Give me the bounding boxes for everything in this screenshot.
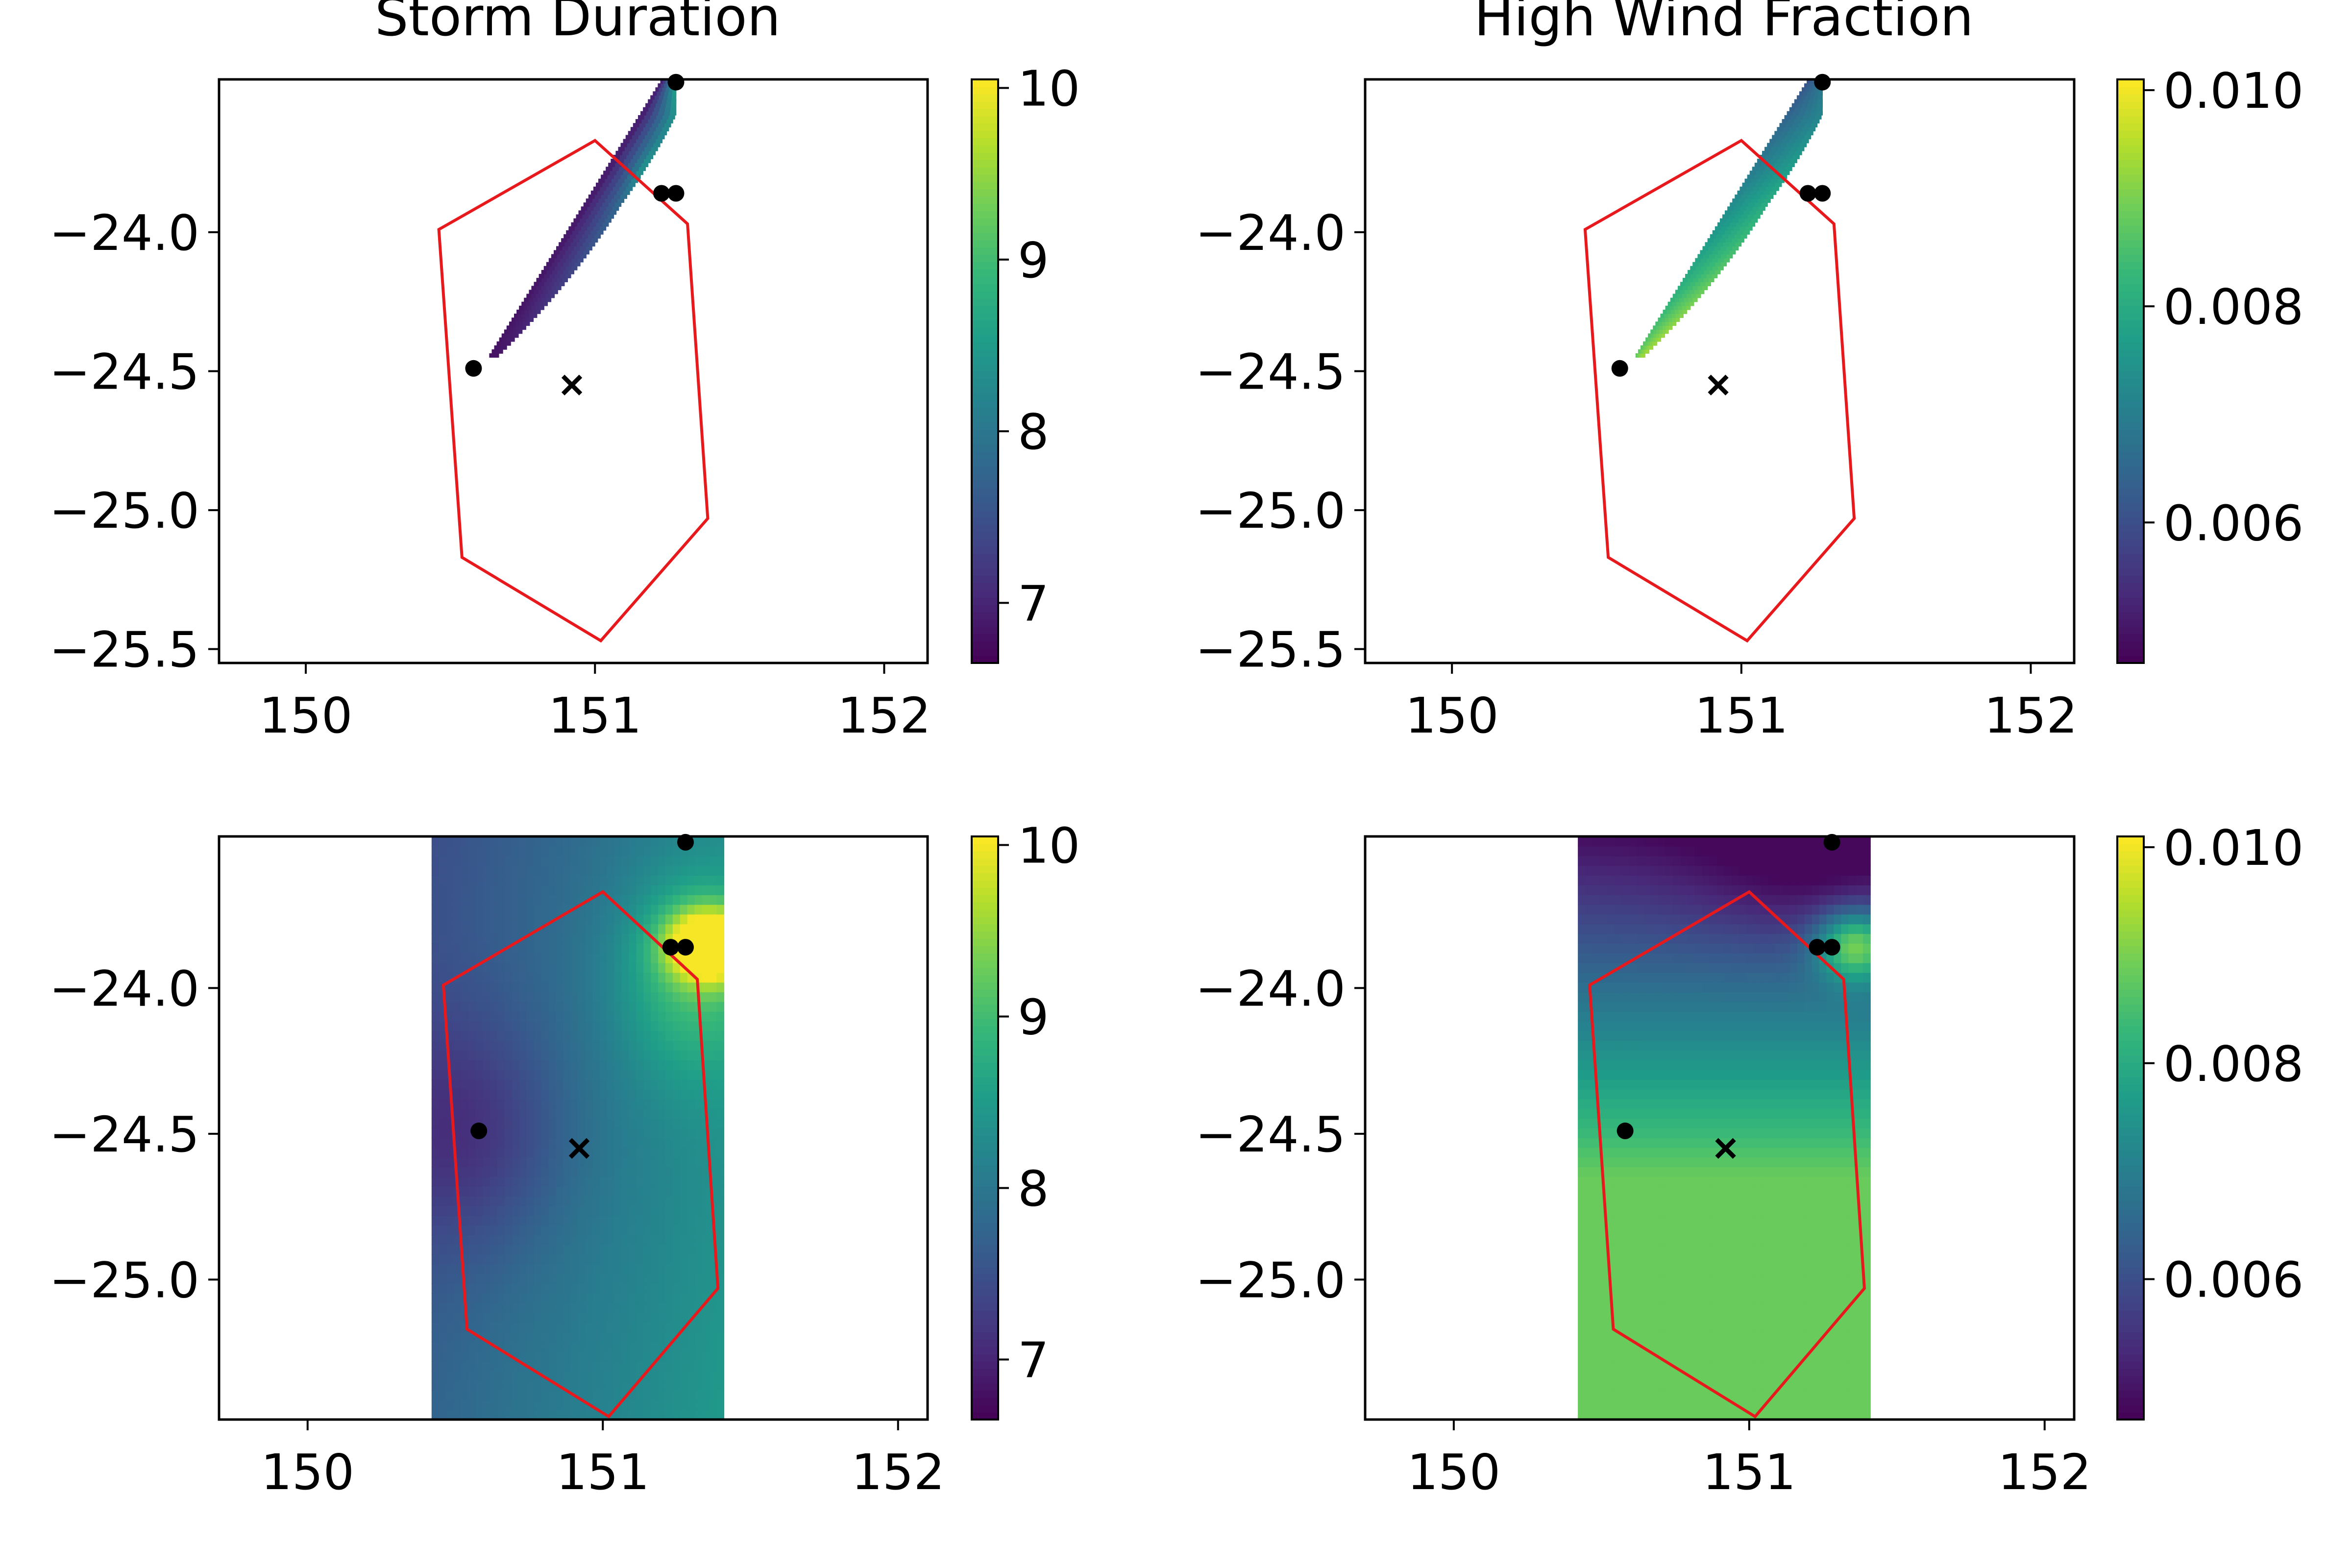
station-point	[1823, 833, 1840, 851]
panel-wind-top: 150 151 152−24.0−24.5−25.0−25.50.0060.0080…	[1196, 62, 2304, 744]
x-tick-label: 151	[548, 687, 642, 744]
station-point	[1809, 939, 1826, 956]
colorbar-tick-label: 0.010	[2163, 62, 2303, 120]
x-tick-label: 150	[261, 1444, 354, 1501]
centroid-marker	[561, 374, 583, 396]
x-tick-label: 152	[1984, 687, 2078, 744]
x-tick-label: 150	[259, 687, 353, 744]
x-tick-label: 151	[556, 1444, 650, 1501]
station-point	[667, 74, 685, 91]
y-tick-label: −25.5	[1196, 621, 1346, 679]
station-point	[1823, 939, 1840, 956]
title-storm-duration: Storm Duration	[375, 0, 781, 48]
heatmap-field	[489, 79, 677, 358]
colorbar-tick-label: 0.008	[2163, 278, 2303, 336]
colorbar-tick-label: 9	[1018, 989, 1049, 1046]
x-tick-label: 150	[1407, 1444, 1500, 1501]
station-point	[1814, 74, 1831, 91]
heatmap-field	[1635, 79, 1823, 358]
heatmap-field	[431, 836, 725, 1420]
axes-frame	[218, 78, 929, 664]
colorbar-tick-label: 0.006	[2163, 1251, 2303, 1309]
region-boundary	[441, 890, 720, 1419]
y-tick-label: −25.0	[49, 482, 199, 539]
colorbar-tick-label: 8	[1018, 403, 1049, 461]
colorbar-tick-label: 0.010	[2163, 819, 2303, 877]
centroid-marker	[568, 1138, 590, 1159]
y-tick-label: −24.0	[1196, 204, 1346, 262]
colorbar-tick-label: 10	[1018, 60, 1080, 118]
panel-duration-top: 150 151 152 −24.0 −24.5 −25.0 −25.5 7 8 9 10	[49, 60, 1080, 744]
station-point	[667, 185, 685, 202]
y-tick-label: −25.0	[49, 1251, 199, 1309]
colorbar-tick-label: 8	[1018, 1160, 1049, 1218]
colorbar-tick-label: 0.008	[2163, 1035, 2303, 1093]
region-boundary	[1583, 139, 1856, 643]
y-tick-label: −24.0	[49, 204, 199, 262]
y-tick-label: −24.0	[49, 960, 199, 1017]
panel-duration-bottom: 150 151 152 −24.0 −24.5 −25.0 7 8 9 10	[49, 817, 1080, 1501]
x-tick-label: 151	[1702, 1444, 1796, 1501]
colorbar: 7 8 9 10	[971, 817, 1080, 1421]
y-tick-label: −25.0	[1196, 1251, 1346, 1309]
title-high-wind-fraction: High Wind Fraction	[1474, 0, 1973, 48]
x-tick-label: 152	[1998, 1444, 2091, 1501]
heatmap-field	[1578, 836, 1871, 1420]
colorbar: 0.006 0.008 0.010	[2116, 819, 2303, 1421]
colorbar: 7 8 9 10	[971, 60, 1080, 664]
y-tick-label: −25.0	[1196, 482, 1346, 539]
colorbar-tick-label: 7	[1018, 575, 1049, 632]
station-point	[1617, 1122, 1634, 1139]
station-point	[1799, 185, 1816, 202]
station-point	[653, 185, 670, 202]
region-boundary	[437, 139, 710, 643]
y-tick-label: −25.5	[49, 621, 199, 679]
panel-wind-bottom: 150 151 152 −24.0 −24.5 −25.0 0.006 0.008 0.010	[1196, 819, 2304, 1501]
axes-frame	[1364, 78, 2076, 664]
station-point	[1814, 185, 1831, 202]
axes-frame	[218, 835, 929, 1421]
x-tick-label: 152	[837, 687, 931, 744]
y-tick-label: −24.5	[1196, 1106, 1346, 1163]
colorbar-tick-label: 10	[1018, 817, 1080, 875]
axes-frame	[1364, 835, 2076, 1421]
station-point	[677, 939, 694, 956]
colorbar: 0.006 0.008 0.010	[2116, 62, 2303, 664]
centroid-marker	[1708, 374, 1729, 396]
centroid-marker	[1715, 1138, 1736, 1159]
colorbar-tick-label: 9	[1018, 232, 1049, 289]
station-point	[465, 360, 482, 377]
y-tick-label: −24.5	[49, 343, 199, 401]
colorbar-tick-label: 0.006	[2163, 494, 2303, 552]
x-tick-label: 152	[851, 1444, 945, 1501]
station-point	[1611, 360, 1628, 377]
colorbar-tick-label: 7	[1018, 1332, 1049, 1389]
y-tick-label: −24.5	[49, 1106, 199, 1163]
station-point	[677, 833, 694, 851]
station-point	[470, 1122, 488, 1139]
y-tick-label: −24.5	[1196, 343, 1346, 401]
station-point	[662, 939, 679, 956]
y-tick-label: −24.0	[1196, 960, 1346, 1017]
x-tick-label: 151	[1694, 687, 1788, 744]
region-boundary	[1588, 890, 1866, 1419]
x-tick-label: 150	[1405, 687, 1499, 744]
